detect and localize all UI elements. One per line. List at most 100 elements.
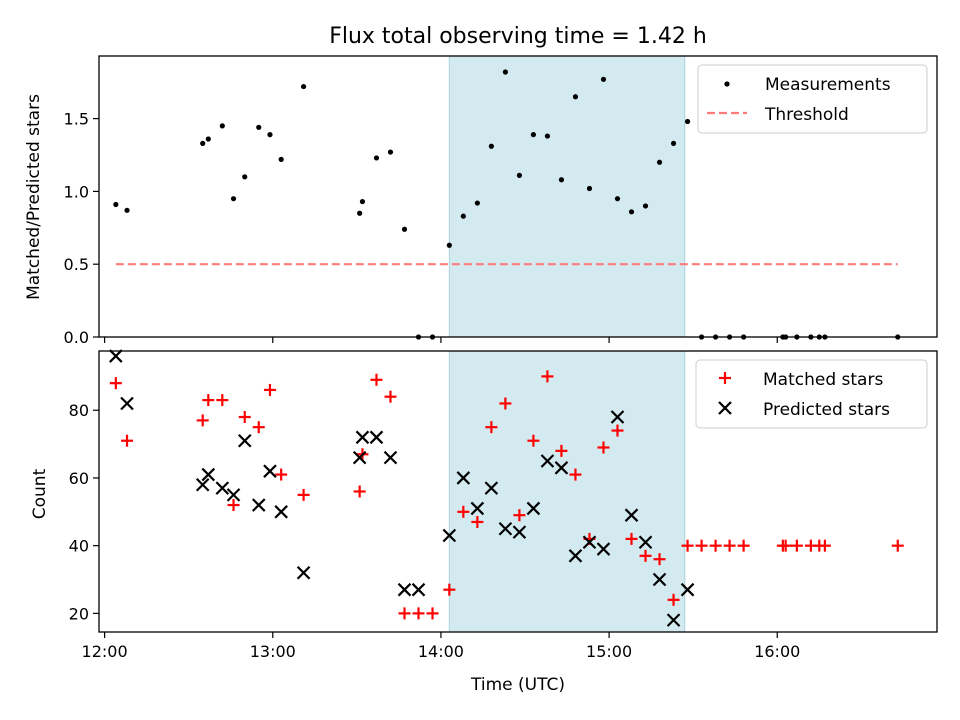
predicted-stars-point bbox=[638, 535, 653, 550]
legend-measurements-marker bbox=[724, 81, 730, 87]
matched-stars-point bbox=[227, 499, 240, 512]
predicted-stars-point bbox=[610, 410, 625, 424]
top-panel: 0.0 0.5 1.0 1.5 Matched/Predicted stars Mea… bbox=[24, 55, 938, 347]
measurements-point bbox=[628, 209, 635, 215]
measurements-point bbox=[572, 94, 579, 100]
measurements-point bbox=[586, 185, 593, 192]
y-tick-label: 80 bbox=[69, 401, 89, 420]
measurements-point bbox=[530, 132, 537, 138]
matched-stars-point bbox=[779, 539, 792, 552]
top-shaded-interval bbox=[448, 56, 686, 337]
bottom-panel: 20 40 60 80 12:00 13:00 14:00 15:00 16:00 Count… bbox=[30, 349, 938, 695]
measurements-point bbox=[488, 143, 494, 149]
matched-stars-point bbox=[891, 539, 904, 552]
matched-stars-point bbox=[216, 394, 229, 407]
matched-stars-point bbox=[818, 539, 831, 552]
matched-stars-point bbox=[499, 397, 512, 410]
y-tick-label: 1.5 bbox=[64, 110, 89, 129]
predicted-stars-point bbox=[596, 542, 611, 556]
matched-stars-point bbox=[681, 539, 694, 552]
matched-stars-point bbox=[457, 505, 470, 518]
measurements-point bbox=[600, 76, 607, 82]
matched-stars-point bbox=[384, 390, 397, 403]
measurements-point bbox=[670, 140, 677, 146]
matched-stars-point bbox=[667, 593, 680, 606]
predicted-stars-point bbox=[554, 461, 569, 475]
predicted-stars-point bbox=[237, 433, 252, 448]
matched-stars-point bbox=[471, 515, 484, 528]
predicted-stars-point bbox=[411, 582, 426, 597]
matched-stars-point bbox=[653, 553, 666, 566]
predicted-stars-point bbox=[352, 450, 367, 465]
predicted-stars-point bbox=[582, 535, 597, 550]
measurements-point bbox=[558, 177, 565, 183]
matched-stars-point bbox=[297, 488, 310, 501]
x-axis-label: Time (UTC) bbox=[470, 675, 565, 695]
measurements-point bbox=[300, 83, 307, 90]
matched-stars-point bbox=[555, 444, 568, 457]
measurements-point bbox=[357, 210, 363, 216]
matched-stars-point bbox=[370, 373, 383, 386]
y-tick-label: 60 bbox=[69, 469, 89, 488]
measurements-point bbox=[124, 207, 130, 213]
predicted-stars-point bbox=[680, 582, 695, 597]
predicted-stars-point bbox=[526, 501, 541, 516]
predicted-stars-point bbox=[512, 525, 527, 539]
legend-predicted-label: Predicted stars bbox=[763, 400, 890, 420]
matched-stars-point bbox=[426, 607, 439, 620]
measurements-point bbox=[502, 69, 508, 75]
x-tick-label: 16:00 bbox=[754, 642, 800, 661]
matched-stars-point bbox=[412, 607, 425, 620]
measurements-point bbox=[113, 201, 119, 208]
x-tick-label: 14:00 bbox=[418, 642, 464, 661]
measurements-point bbox=[278, 156, 284, 162]
legend-predicted-marker bbox=[718, 401, 732, 415]
chart-title: Flux total observing time = 1.42 h bbox=[329, 24, 707, 49]
matched-stars-point bbox=[611, 424, 624, 437]
matched-stars-point bbox=[639, 549, 652, 562]
matched-stars-point bbox=[109, 377, 122, 390]
predicted-stars-point bbox=[120, 396, 134, 411]
y-tick-label: 1.0 bbox=[64, 182, 89, 201]
y-tick-label: 0.5 bbox=[64, 255, 89, 274]
matched-stars-point bbox=[398, 607, 411, 620]
measurements-point bbox=[474, 200, 480, 206]
predicted-stars-point bbox=[652, 572, 667, 587]
predicted-stars-point bbox=[263, 464, 277, 478]
matched-stars-point bbox=[263, 383, 276, 396]
matched-stars-point bbox=[353, 485, 366, 498]
matched-stars-point bbox=[723, 539, 736, 552]
measurements-point bbox=[446, 242, 452, 248]
matched-stars-point bbox=[196, 414, 209, 427]
matched-stars-point bbox=[252, 421, 265, 434]
measurements-point bbox=[401, 226, 408, 232]
measurements-point bbox=[544, 133, 551, 139]
matched-stars-point bbox=[527, 434, 540, 447]
bottom-y-axis-label: Count bbox=[30, 468, 50, 519]
top-y-axis: 0.0 0.5 1.0 1.5 bbox=[64, 110, 99, 347]
bottom-legend-box bbox=[695, 359, 928, 429]
y-tick-label: 0.0 bbox=[64, 328, 89, 347]
predicted-stars-point bbox=[624, 508, 639, 522]
top-y-axis-label: Matched/Predicted stars bbox=[24, 94, 44, 300]
matched-stars-point bbox=[485, 421, 498, 434]
predicted-stars-point bbox=[540, 454, 555, 468]
y-tick-label: 20 bbox=[69, 604, 89, 623]
y-tick-label: 40 bbox=[69, 537, 89, 556]
top-legend-box bbox=[697, 64, 928, 134]
matched-stars-point bbox=[443, 583, 456, 596]
predicted-stars-point bbox=[442, 528, 457, 543]
measurements-point bbox=[256, 124, 262, 130]
matched-stars-point bbox=[737, 539, 750, 552]
predicted-stars-point bbox=[251, 498, 266, 512]
matched-stars-point bbox=[513, 509, 526, 522]
predicted-stars-point bbox=[383, 450, 398, 465]
predicted-stars-point bbox=[201, 467, 216, 482]
matched-stars-point bbox=[275, 468, 288, 481]
measurements-point bbox=[200, 140, 206, 146]
predicted-stars-point bbox=[470, 501, 485, 516]
bottom-shaded-interval bbox=[448, 351, 686, 632]
observing-window-shade bbox=[449, 56, 685, 337]
measurements-point bbox=[219, 123, 225, 129]
